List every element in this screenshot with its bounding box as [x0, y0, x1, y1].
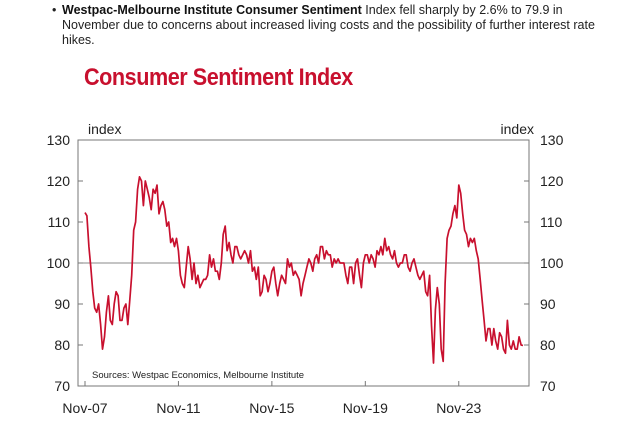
y-tick-label-left: 110 — [48, 214, 71, 230]
y-tick-label-right: 70 — [540, 378, 556, 394]
y-axis-unit-left: index — [88, 121, 121, 137]
y-tick-label-right: 80 — [540, 337, 556, 353]
x-tick-label: Nov-15 — [249, 400, 294, 416]
y-tick-label-right: 130 — [540, 132, 564, 148]
y-tick-label-right: 120 — [540, 173, 564, 189]
x-tick-label: Nov-07 — [62, 400, 107, 416]
y-axis-unit-right: index — [501, 121, 534, 137]
x-tick-label: Nov-11 — [156, 400, 200, 416]
source-note: Sources: Westpac Economics, Melbourne In… — [92, 370, 304, 381]
x-tick-label: Nov-19 — [343, 400, 388, 416]
commentary-text: Index fell sharply by 2.6% to 79.9 in No… — [62, 3, 595, 47]
y-tick-label-right: 100 — [540, 255, 564, 271]
y-tick-label-left: 100 — [47, 255, 71, 271]
y-tick-label-right: 110 — [540, 214, 563, 230]
y-tick-label-right: 90 — [540, 296, 556, 312]
commentary: • Westpac-Melbourne Institute Consumer Se… — [52, 3, 622, 48]
chart-title: Consumer Sentiment Index — [84, 64, 353, 91]
y-tick-label-left: 70 — [54, 378, 70, 394]
y-tick-label-left: 130 — [47, 132, 71, 148]
commentary-bold-lead: Westpac-Melbourne Institute Consumer Sen… — [62, 3, 362, 17]
series-line — [84, 176, 524, 364]
y-tick-label-left: 120 — [47, 173, 71, 189]
bullet-mark: • — [52, 3, 57, 17]
x-tick-label: Nov-23 — [436, 400, 481, 416]
y-tick-label-left: 90 — [54, 296, 70, 312]
y-tick-label-left: 80 — [54, 337, 70, 353]
